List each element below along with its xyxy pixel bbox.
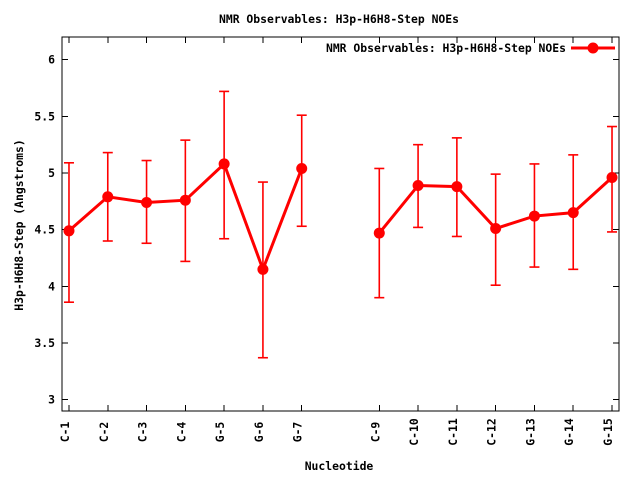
data-point bbox=[102, 191, 114, 203]
y-axis-label: H3p-H6H8-Step (Angstroms) bbox=[12, 139, 26, 310]
x-tick-label: G-7 bbox=[291, 422, 305, 443]
chart-title: NMR Observables: H3p-H6H8-Step NOEs bbox=[219, 12, 459, 26]
x-tick-label: C-1 bbox=[58, 422, 72, 443]
x-tick-label: C-12 bbox=[485, 418, 499, 445]
x-tick-label: C-9 bbox=[368, 422, 382, 443]
x-tick-label: G-5 bbox=[213, 422, 227, 443]
data-point bbox=[257, 263, 269, 275]
legend-marker-point-icon bbox=[587, 42, 599, 54]
x-tick-label: G-14 bbox=[562, 418, 576, 446]
data-point bbox=[373, 227, 385, 239]
x-tick-label: G-15 bbox=[601, 418, 615, 446]
x-tick-label: C-4 bbox=[174, 422, 188, 443]
data-point bbox=[567, 207, 579, 219]
plot-area: 3 3.5 4 4.5 5 5.5 6 C-1 C-2 C-3 C-4 G-5 G-6 G-7 C-9 C-1… bbox=[34, 37, 619, 446]
data-point bbox=[451, 181, 463, 193]
data-point bbox=[528, 210, 540, 222]
data-point bbox=[412, 179, 424, 191]
data-point bbox=[63, 225, 75, 237]
x-tick-label: G-13 bbox=[523, 418, 537, 446]
y-tick-label: 5 bbox=[48, 166, 55, 180]
x-tick-label: G-6 bbox=[252, 422, 266, 443]
y-tick-label: 5.5 bbox=[34, 109, 55, 123]
plot-frame bbox=[61, 36, 620, 412]
y-tick-label: 4.5 bbox=[34, 223, 55, 237]
x-tick-label: C-2 bbox=[97, 422, 111, 443]
data-point bbox=[179, 194, 191, 206]
data-point bbox=[141, 196, 153, 208]
data-point bbox=[490, 223, 502, 235]
y-tick-label: 3 bbox=[48, 393, 55, 407]
legend-label: NMR Observables: H3p-H6H8-Step NOEs bbox=[326, 41, 566, 55]
data-point bbox=[296, 162, 308, 174]
x-tick-label: C-11 bbox=[446, 418, 460, 446]
y-tick-label: 4 bbox=[48, 279, 55, 293]
legend: NMR Observables: H3p-H6H8-Step NOEs bbox=[326, 41, 615, 55]
y-tick-label: 6 bbox=[48, 53, 55, 67]
data-point bbox=[606, 172, 618, 184]
x-tick-label: C-10 bbox=[407, 418, 421, 446]
x-axis-label: Nucleotide bbox=[305, 459, 374, 473]
x-tick-label: C-3 bbox=[136, 422, 150, 443]
y-tick-label: 3.5 bbox=[34, 336, 55, 350]
data-point bbox=[218, 158, 230, 170]
